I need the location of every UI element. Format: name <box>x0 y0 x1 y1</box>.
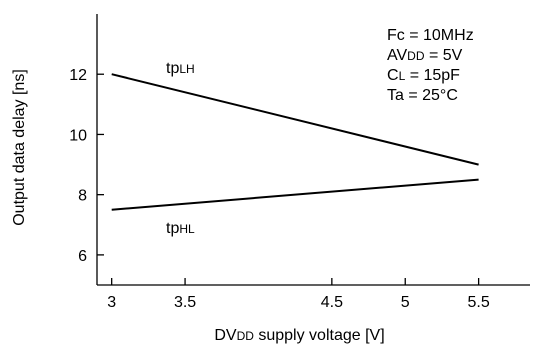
y-tick-label: 10 <box>69 127 87 144</box>
annotation-text: = 5V <box>425 47 463 64</box>
annotation-sub: L <box>399 69 406 83</box>
series-label-tpHL: tpHL <box>166 220 195 237</box>
annotation-text: AV <box>387 47 407 64</box>
annotation-text: Ta = 25°C <box>387 87 458 104</box>
condition-annotation: Fc = 10MHz <box>387 27 474 44</box>
series-label-main: tp <box>166 220 179 237</box>
series-label-sub: HL <box>179 222 195 236</box>
series-label-main: tp <box>166 60 179 77</box>
condition-annotation: CL = 15pF <box>387 67 460 84</box>
condition-annotation: AVDD = 5V <box>387 47 463 64</box>
ticks: 6 8 10 12 3 3.5 4.5 5 5.5 <box>69 67 490 311</box>
y-tick-label: 12 <box>69 67 87 84</box>
series-label-tpLH: tpLH <box>166 60 195 77</box>
x-tick-label: 5.5 <box>468 294 490 311</box>
axes <box>96 14 530 286</box>
x-axis-title-main: DV <box>214 327 237 344</box>
annotation-text: Fc = 10MHz <box>387 27 474 44</box>
series-lines <box>111 73 479 211</box>
condition-annotation: Ta = 25°C <box>387 87 458 104</box>
y-tick-label: 6 <box>78 248 87 265</box>
annotation-text: C <box>387 67 399 84</box>
series-line-tpLH <box>111 73 479 166</box>
x-tick-label: 3 <box>107 294 116 311</box>
y-tick-label: 8 <box>78 188 87 205</box>
x-axis-title: DVDD supply voltage [V] <box>214 327 384 344</box>
x-axis-title-rest: supply voltage [V] <box>254 327 385 344</box>
annotation-text: = 15pF <box>405 67 460 84</box>
x-tick-label: 4.5 <box>321 294 343 311</box>
series-line-tpHL <box>111 178 479 211</box>
x-tick-label: 3.5 <box>174 294 196 311</box>
x-axis-title-sub: DD <box>237 329 255 343</box>
y-axis-title: Output data delay [ns] <box>11 69 28 226</box>
annotation-sub: DD <box>407 49 425 63</box>
x-tick-label: 5 <box>401 294 410 311</box>
series-label-sub: LH <box>179 62 194 76</box>
